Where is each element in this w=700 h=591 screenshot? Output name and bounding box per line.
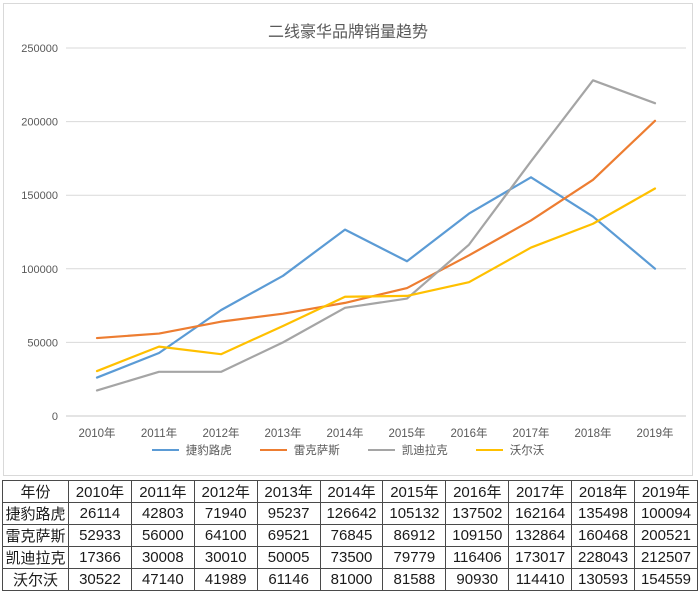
x-tick-label: 2015年 bbox=[388, 426, 425, 438]
x-tick-label: 2019年 bbox=[636, 426, 673, 438]
legend-line-icon bbox=[367, 448, 395, 452]
table-cell: 47140 bbox=[130, 568, 195, 591]
table-header-row: 年份 2010年 2011年 2012年 2013年 2014年 2015年 2016年 201… bbox=[2, 480, 698, 503]
table-cell: 132864 bbox=[508, 524, 573, 547]
legend-label: 雷克萨斯 bbox=[293, 445, 340, 457]
table-cell: 154559 bbox=[634, 568, 698, 591]
table-header-cell: 2017年 bbox=[508, 480, 573, 503]
y-tick-label: 0 bbox=[52, 411, 58, 423]
table-cell: 52933 bbox=[68, 524, 132, 547]
x-tick-label: 2016年 bbox=[450, 426, 487, 438]
table-cell: 76845 bbox=[319, 524, 384, 547]
table-cell: 137502 bbox=[445, 502, 510, 525]
table-header-cell: 2014年 bbox=[319, 480, 384, 503]
x-tick-label: 2010年 bbox=[78, 426, 115, 438]
x-tick-label: 2012年 bbox=[202, 426, 239, 438]
x-tick-label: 2014年 bbox=[326, 426, 363, 438]
table-cell: 73500 bbox=[319, 546, 384, 569]
table-cell: 42803 bbox=[130, 502, 195, 525]
table-cell: 162164 bbox=[508, 502, 573, 525]
x-tick-label: 2011年 bbox=[141, 426, 177, 438]
table-cell: 41989 bbox=[193, 568, 258, 591]
y-tick-label: 50000 bbox=[27, 337, 58, 349]
series-line-2 bbox=[95, 79, 657, 392]
table-cell: 50005 bbox=[256, 546, 321, 569]
table-cell: 90930 bbox=[445, 568, 510, 591]
legend-item-0: 捷豹路虎 bbox=[151, 442, 232, 458]
table-header-cell: 2010年 bbox=[68, 480, 132, 503]
table-cell: 130593 bbox=[571, 568, 636, 591]
table-cell: 71940 bbox=[193, 502, 258, 525]
table-row: 捷豹路虎 26114 42803 71940 95237 126642 105132 1375… bbox=[2, 502, 698, 525]
table-row: 凯迪拉克 17366 30008 30010 50005 73500 79779 116406… bbox=[2, 546, 698, 569]
legend-item-1: 雷克萨斯 bbox=[259, 442, 340, 458]
series-line-0 bbox=[95, 176, 657, 379]
y-tick-label: 100000 bbox=[21, 264, 58, 276]
table-cell: 64100 bbox=[193, 524, 258, 547]
series-line-1 bbox=[95, 119, 657, 340]
table-cell: 69521 bbox=[256, 524, 321, 547]
x-tick-label: 2018年 bbox=[574, 426, 611, 438]
table-cell: 200521 bbox=[634, 524, 698, 547]
legend-label: 捷豹路虎 bbox=[185, 445, 232, 457]
table-cell: 26114 bbox=[68, 502, 132, 525]
table-cell: 212507 bbox=[634, 546, 698, 569]
table-cell: 126642 bbox=[319, 502, 384, 525]
line-chart-svg: 0 50000 100000 150000 200000 250000 2010年 2011年… bbox=[21, 43, 686, 438]
table-header-cell: 2015年 bbox=[382, 480, 447, 503]
table-cell: 116406 bbox=[445, 546, 510, 569]
table-row: 雷克萨斯 52933 56000 64100 69521 76845 86912 109150… bbox=[2, 524, 698, 547]
table-row-label: 沃尔沃 bbox=[2, 568, 69, 591]
table-row-label: 凯迪拉克 bbox=[2, 546, 69, 569]
table-cell: 81000 bbox=[319, 568, 384, 591]
table-cell: 56000 bbox=[130, 524, 195, 547]
table-cell: 109150 bbox=[445, 524, 510, 547]
table-cell: 79779 bbox=[382, 546, 447, 569]
table-cell: 30522 bbox=[68, 568, 132, 591]
table-header-cell: 2016年 bbox=[445, 480, 510, 503]
legend-label: 沃尔沃 bbox=[509, 445, 545, 457]
table-row: 沃尔沃 30522 47140 41989 61146 81000 81588 90930 11… bbox=[2, 568, 698, 591]
table-cell: 114410 bbox=[508, 568, 573, 591]
y-tick-label: 150000 bbox=[21, 190, 58, 202]
legend-line-icon bbox=[475, 448, 503, 452]
y-tick-label: 200000 bbox=[21, 117, 58, 129]
legend-item-2: 凯迪拉克 bbox=[367, 442, 448, 458]
series-line-3 bbox=[95, 187, 657, 373]
table-header-cell: 2018年 bbox=[571, 480, 636, 503]
table-body: 年份 2010年 2011年 2012年 2013年 2014年 2015年 2016年 201… bbox=[2, 480, 698, 591]
table-cell: 173017 bbox=[508, 546, 573, 569]
table-cell: 30010 bbox=[193, 546, 258, 569]
table-cell: 81588 bbox=[382, 568, 447, 591]
y-tick-label: 250000 bbox=[21, 43, 58, 55]
sales-data-table: 年份 2010年 2011年 2012年 2013年 2014年 2015年 2016年 201… bbox=[2, 480, 698, 591]
table-cell: 105132 bbox=[382, 502, 447, 525]
legend-line-icon bbox=[259, 448, 287, 452]
table-row-label: 年份 bbox=[2, 480, 69, 503]
table-cell: 61146 bbox=[256, 568, 321, 591]
legend-item-3: 沃尔沃 bbox=[475, 442, 545, 458]
table-cell: 100094 bbox=[634, 502, 698, 525]
legend-line-icon bbox=[151, 448, 179, 452]
x-tick-label: 2013年 bbox=[264, 426, 301, 438]
table-cell: 135498 bbox=[571, 502, 636, 525]
table-cell: 17366 bbox=[68, 546, 132, 569]
table-cell: 30008 bbox=[130, 546, 195, 569]
table-cell: 228043 bbox=[571, 546, 636, 569]
table-row-label: 捷豹路虎 bbox=[2, 502, 69, 525]
chart-frame: 二线豪华品牌销量趋势 0 50000 100000 150000 200000 25000… bbox=[3, 3, 693, 476]
table-header-cell: 2013年 bbox=[256, 480, 321, 503]
table-header-cell: 2011年 bbox=[130, 480, 195, 503]
chart-legend: 捷豹路虎 雷克萨斯 凯迪拉克 沃尔沃 bbox=[4, 442, 692, 458]
chart-title: 二线豪华品牌销量趋势 bbox=[267, 24, 428, 41]
table-cell: 86912 bbox=[382, 524, 447, 547]
x-tick-label: 2017年 bbox=[512, 426, 549, 438]
table-header-cell: 2019年 bbox=[634, 480, 698, 503]
table-header-cell: 2012年 bbox=[193, 480, 258, 503]
table-cell: 160468 bbox=[571, 524, 636, 547]
legend-label: 凯迪拉克 bbox=[401, 445, 448, 457]
table-row-label: 雷克萨斯 bbox=[2, 524, 69, 547]
table-cell: 95237 bbox=[256, 502, 321, 525]
